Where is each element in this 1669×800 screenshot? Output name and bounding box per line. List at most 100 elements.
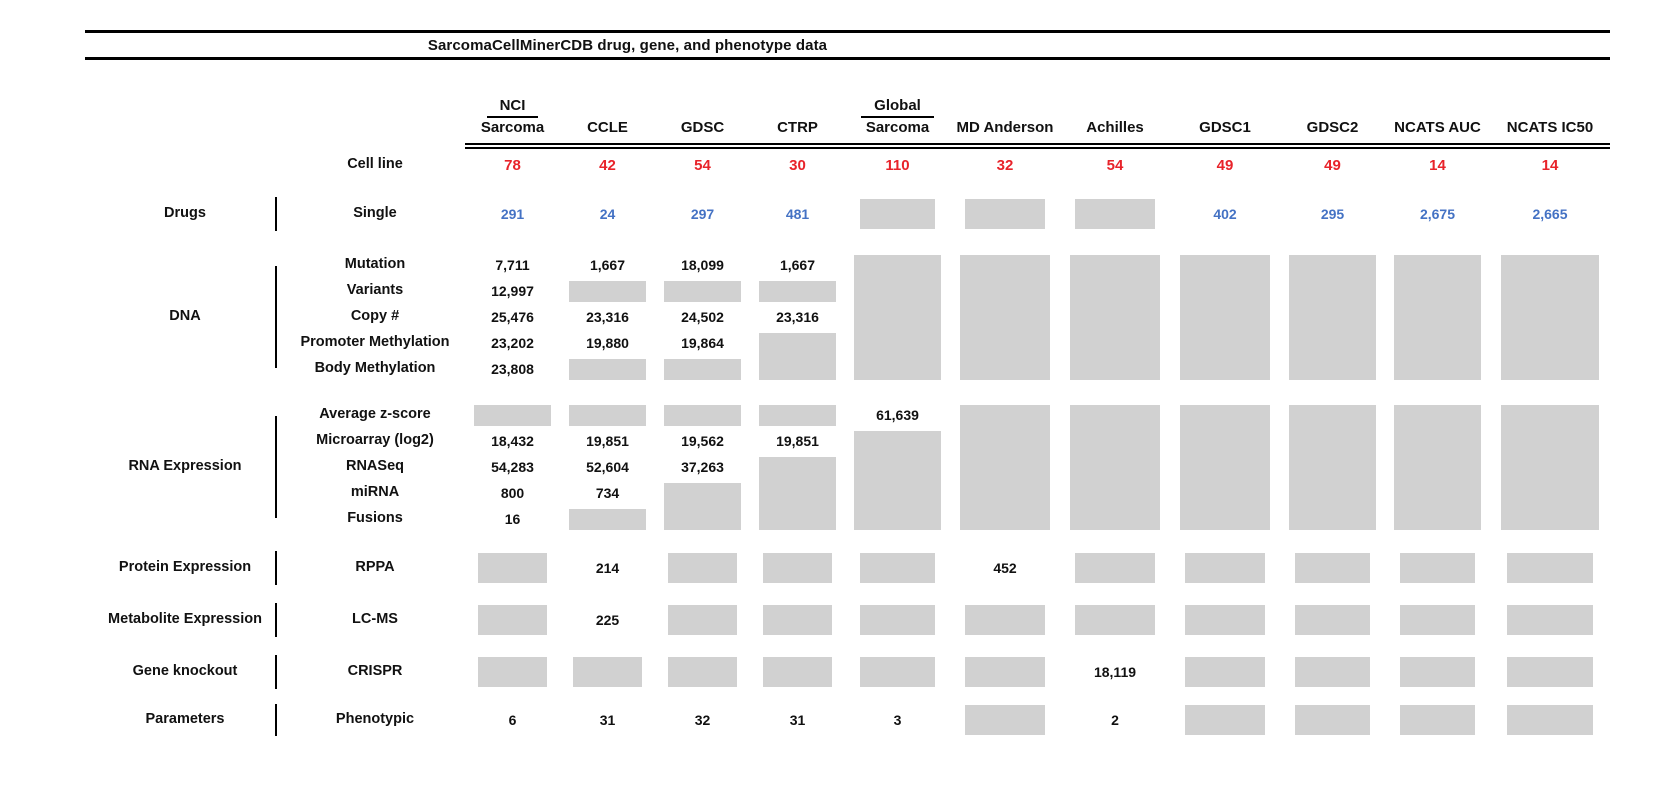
na-box (1294, 657, 1371, 687)
value-cell: 37,263 (681, 459, 724, 475)
column-header-label: NCATS AUC (1394, 119, 1481, 137)
na-box (573, 657, 642, 687)
value-cell: 61,639 (876, 407, 919, 423)
cell-line-count: 32 (996, 156, 1014, 174)
na-box-cell (1490, 546, 1610, 590)
row-label: Copy # (350, 308, 400, 325)
na-box (1179, 404, 1271, 530)
na-box-cell (465, 546, 560, 590)
cell-line-count: 14 (1541, 156, 1559, 174)
figure-title-bar: SarcomaCellMinerCDB drug, gene, and phen… (85, 30, 1610, 60)
na-box (1399, 553, 1476, 583)
na-box-cell (655, 650, 750, 694)
row-label: Single (353, 205, 397, 222)
row-label: Promoter Methylation (300, 334, 450, 351)
na-box-cell (465, 598, 560, 642)
cell-line-count: 42 (599, 156, 616, 174)
cell-line-count: 110 (885, 156, 910, 174)
column-header-gdsc: GDSC (655, 90, 750, 140)
na-box-cell (1385, 252, 1490, 382)
category-label-drugs: Drugs (85, 192, 285, 236)
value-cell: 19,851 (776, 433, 819, 449)
na-box-cell (1385, 650, 1490, 694)
column-header-gdsc2: GDSC2 (1280, 90, 1385, 140)
figure-page: SarcomaCellMinerCDB drug, gene, and phen… (85, 30, 1610, 740)
na-box-cell (655, 402, 750, 428)
section-parameters: Parameters Phenotypic 6 31 32 31 3 2 (85, 700, 1610, 740)
na-box (859, 553, 936, 583)
value-cell: 2,675 (1419, 206, 1456, 222)
na-box (758, 404, 837, 426)
na-box-cell (1060, 598, 1170, 642)
value-cell: 24 (599, 206, 616, 222)
column-header-ncats-ic50: NCATS IC50 (1490, 90, 1610, 140)
value-cell: 481 (785, 206, 810, 222)
na-box-cell (560, 356, 655, 382)
value-cell: 19,880 (586, 335, 629, 351)
value-cell: 452 (993, 560, 1017, 576)
value-cell: 295 (1320, 206, 1345, 222)
na-box-cell (1060, 252, 1170, 382)
na-box (965, 199, 1045, 229)
na-box-cell (1170, 598, 1280, 642)
na-box-cell (465, 650, 560, 694)
column-header-top-label: Global (861, 97, 934, 119)
section-dna: DNA Mutation 7,711 1,667 18,099 1,667 Variants… (85, 252, 1610, 382)
na-box-cell (750, 402, 845, 428)
na-box (1185, 605, 1265, 635)
cell-line-count: 30 (789, 156, 806, 174)
na-box (568, 358, 647, 380)
na-box (1069, 404, 1161, 530)
value-cell: 402 (1213, 206, 1237, 222)
cell-line-count: 14 (1429, 156, 1446, 174)
na-box (758, 332, 837, 380)
na-box-cell (465, 402, 560, 428)
table-body: Drugs Single 291 24 297 481 402 295 2,675 2,665 DN… (85, 192, 1610, 740)
category-label-protein: Protein Expression (85, 546, 285, 590)
value-cell: 214 (595, 560, 620, 576)
value-cell: 23,808 (491, 361, 534, 377)
na-box (1185, 657, 1265, 687)
na-box-cell (750, 454, 845, 532)
category-label-parameters: Parameters (85, 700, 285, 740)
value-cell: 18,119 (1093, 664, 1137, 680)
na-box (1289, 254, 1376, 380)
na-box-cell (1385, 546, 1490, 590)
na-box-cell (1280, 598, 1385, 642)
na-box-cell (1490, 252, 1610, 382)
na-box (478, 657, 547, 687)
value-cell: 23,316 (776, 309, 819, 325)
value-cell: 25,476 (491, 309, 534, 325)
column-header-label: GDSC (680, 119, 725, 137)
column-header-label: Sarcoma (865, 119, 930, 137)
column-header-label: CCLE (587, 119, 628, 137)
na-box (1399, 657, 1476, 687)
value-cell: 2 (1111, 712, 1119, 728)
na-box-cell (1280, 252, 1385, 382)
na-box (568, 280, 647, 302)
na-box-cell (1280, 700, 1385, 740)
na-box-cell (750, 650, 845, 694)
na-box (668, 605, 737, 635)
value-cell: 1,667 (779, 257, 816, 273)
na-box-cell (1170, 402, 1280, 532)
na-box (965, 657, 1045, 687)
value-cell: 52,604 (586, 459, 629, 475)
na-box-cell (845, 252, 950, 382)
value-cell: 19,851 (586, 433, 629, 449)
na-box (1294, 605, 1371, 635)
value-cell: 800 (500, 485, 525, 501)
na-box (959, 254, 1051, 380)
na-box (1075, 199, 1155, 229)
na-box (859, 199, 936, 229)
na-box-cell (950, 650, 1060, 694)
column-header-ctrp: CTRP (750, 90, 845, 140)
na-box-cell (845, 650, 950, 694)
value-cell: 734 (595, 485, 620, 501)
na-box (965, 705, 1045, 735)
column-header-md-anderson: MD Anderson (950, 90, 1060, 140)
na-box-cell (1385, 598, 1490, 642)
na-box (1294, 553, 1371, 583)
column-header-label: Achilles (1086, 119, 1144, 137)
na-box-cell (655, 278, 750, 304)
